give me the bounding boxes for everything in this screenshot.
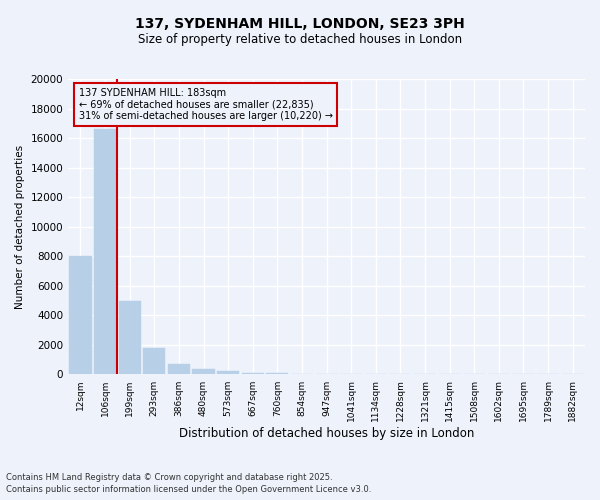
Text: Contains HM Land Registry data © Crown copyright and database right 2025.: Contains HM Land Registry data © Crown c… — [6, 472, 332, 482]
Text: Contains public sector information licensed under the Open Government Licence v3: Contains public sector information licen… — [6, 485, 371, 494]
Bar — [119, 300, 141, 374]
Bar — [217, 372, 239, 374]
Bar — [168, 364, 190, 374]
Y-axis label: Number of detached properties: Number of detached properties — [15, 144, 25, 309]
Text: 137, SYDENHAM HILL, LONDON, SE23 3PH: 137, SYDENHAM HILL, LONDON, SE23 3PH — [135, 18, 465, 32]
Bar — [193, 368, 215, 374]
Bar — [143, 348, 166, 374]
Bar — [94, 129, 116, 374]
Bar — [242, 372, 264, 374]
Text: Size of property relative to detached houses in London: Size of property relative to detached ho… — [138, 32, 462, 46]
Bar — [70, 256, 92, 374]
X-axis label: Distribution of detached houses by size in London: Distribution of detached houses by size … — [179, 427, 474, 440]
Text: 137 SYDENHAM HILL: 183sqm
← 69% of detached houses are smaller (22,835)
31% of s: 137 SYDENHAM HILL: 183sqm ← 69% of detac… — [79, 88, 332, 121]
